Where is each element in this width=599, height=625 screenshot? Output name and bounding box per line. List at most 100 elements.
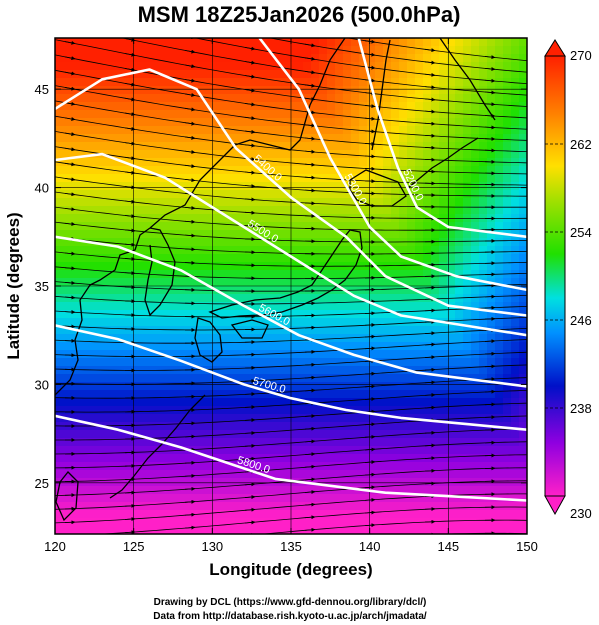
field-cell: [447, 486, 456, 495]
field-cell: [103, 118, 112, 127]
field-cell: [95, 350, 104, 359]
field-cell: [431, 374, 440, 383]
field-cell: [487, 430, 496, 439]
field-cell: [335, 502, 344, 511]
field-cell: [431, 438, 440, 447]
field-cell: [423, 430, 432, 439]
field-cell: [207, 366, 216, 375]
field-cell: [199, 422, 208, 431]
field-cell: [279, 302, 288, 311]
field-cell: [487, 222, 496, 231]
field-cell: [87, 486, 96, 495]
field-cell: [375, 502, 384, 511]
field-cell: [63, 366, 72, 375]
field-cell: [79, 318, 88, 327]
field-cell: [383, 438, 392, 447]
field-cell: [255, 374, 264, 383]
field-cell: [351, 86, 360, 95]
field-cell: [423, 198, 432, 207]
field-cell: [199, 478, 208, 487]
field-cell: [503, 54, 512, 63]
field-cell: [279, 334, 288, 343]
field-cell: [279, 222, 288, 231]
field-cell: [399, 230, 408, 239]
field-cell: [239, 206, 248, 215]
field-cell: [239, 190, 248, 199]
field-cell: [431, 286, 440, 295]
field-cell: [359, 414, 368, 423]
field-cell: [175, 270, 184, 279]
field-cell: [423, 238, 432, 247]
field-cell: [103, 142, 112, 151]
field-cell: [503, 510, 512, 519]
field-cell: [391, 518, 400, 527]
field-cell: [463, 318, 472, 327]
field-cell: [455, 142, 464, 151]
field-cell: [423, 190, 432, 199]
field-cell: [479, 142, 488, 151]
field-cell: [351, 78, 360, 87]
field-cell: [439, 182, 448, 191]
wind-arrow: [364, 346, 376, 351]
wind-arrow: [484, 78, 496, 83]
field-cell: [191, 342, 200, 351]
field-cell: [327, 182, 336, 191]
field-cell: [407, 422, 416, 431]
field-cell: [319, 190, 328, 199]
field-cell: [471, 254, 480, 263]
field-cell: [447, 118, 456, 127]
field-cell: [103, 270, 112, 279]
field-cell: [479, 358, 488, 367]
field-cell: [303, 422, 312, 431]
field-cell: [111, 390, 120, 399]
field-cell: [423, 102, 432, 111]
field-cell: [223, 230, 232, 239]
field-cell: [247, 270, 256, 279]
field-cell: [455, 454, 464, 463]
field-cell: [375, 310, 384, 319]
field-cell: [399, 462, 408, 471]
field-cell: [295, 398, 304, 407]
field-cell: [463, 326, 472, 335]
field-cell: [455, 350, 464, 359]
field-cell: [471, 366, 480, 375]
field-cell: [183, 214, 192, 223]
field-cell: [471, 262, 480, 271]
field-cell: [343, 302, 352, 311]
field-cell: [271, 462, 280, 471]
field-cell: [431, 510, 440, 519]
field-cell: [375, 254, 384, 263]
field-cell: [399, 350, 408, 359]
field-cell: [391, 422, 400, 431]
field-cell: [271, 222, 280, 231]
field-cell: [311, 454, 320, 463]
field-cell: [495, 134, 504, 143]
field-cell: [103, 262, 112, 271]
field-cell: [319, 318, 328, 327]
field-cell: [263, 214, 272, 223]
field-cell: [127, 518, 136, 527]
field-cell: [103, 502, 112, 511]
field-cell: [319, 406, 328, 415]
field-cell: [231, 526, 240, 534]
field-cell: [135, 518, 144, 527]
field-cell: [439, 206, 448, 215]
field-cell: [319, 302, 328, 311]
field-cell: [503, 470, 512, 479]
field-cell: [375, 78, 384, 87]
field-cell: [367, 278, 376, 287]
field-cell: [455, 318, 464, 327]
field-cell: [103, 158, 112, 167]
field-cell: [143, 510, 152, 519]
field-cell: [351, 278, 360, 287]
field-cell: [103, 486, 112, 495]
field-cell: [103, 454, 112, 463]
field-cell: [143, 358, 152, 367]
field-cell: [311, 246, 320, 255]
field-cell: [519, 254, 527, 263]
field-cell: [207, 206, 216, 215]
field-cell: [159, 102, 168, 111]
field-cell: [159, 302, 168, 311]
field-cell: [295, 246, 304, 255]
field-cell: [351, 382, 360, 391]
